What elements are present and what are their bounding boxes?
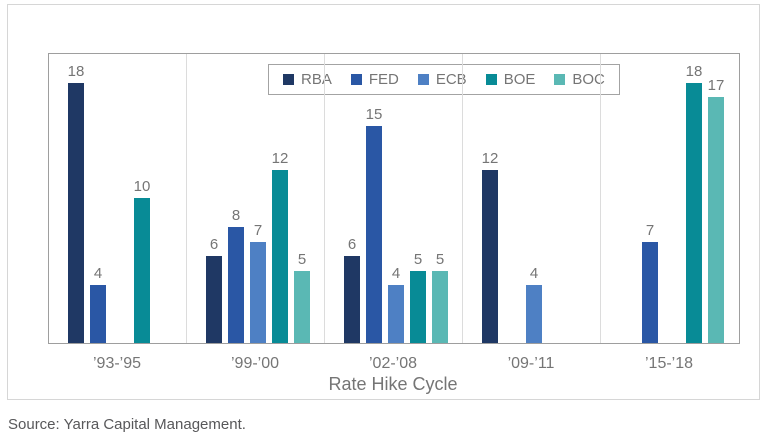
value-label: 17 (707, 77, 725, 94)
bar-rba-cat2 (344, 256, 360, 343)
legend-item-ecb: ECB (417, 71, 467, 88)
legend-label: BOC (572, 71, 605, 88)
bar-fed-cat0 (90, 285, 106, 343)
legend-swatch-icon (554, 74, 566, 85)
value-label: 7 (645, 222, 655, 239)
bar-fed-cat2 (366, 126, 382, 343)
value-label: 15 (365, 106, 383, 123)
bar-boe-cat0 (134, 198, 150, 343)
bar-boc-cat2 (432, 271, 448, 343)
bar-ecb-cat1 (250, 242, 266, 343)
bar-boc-cat1 (294, 271, 310, 343)
legend-item-fed: FED (350, 71, 399, 88)
x-axis-category-label: ’93-’95 (92, 355, 142, 372)
group-separator-gridline (324, 54, 325, 343)
plot-area: RBA FED ECB BOE BOC 18 6 6 12 4 8 15 7 7 4 4 10 12 5 18 5 5 1… (48, 53, 740, 344)
x-axis-category-label: ’15-’18 (644, 355, 694, 372)
value-label: 5 (297, 251, 307, 268)
legend-label: BOE (503, 71, 536, 88)
legend-swatch-icon (283, 74, 294, 85)
bar-ecb-cat3 (526, 285, 542, 343)
value-label: 12 (271, 150, 289, 167)
value-label: 6 (209, 236, 219, 253)
value-label: 4 (529, 265, 539, 282)
bar-ecb-cat2 (388, 285, 404, 343)
value-label: 5 (413, 251, 423, 268)
legend: RBA FED ECB BOE BOC (268, 64, 620, 95)
value-label: 18 (685, 63, 703, 80)
value-label: 10 (133, 178, 151, 195)
bar-boe-cat1 (272, 170, 288, 343)
value-label: 5 (435, 251, 445, 268)
x-axis-category-label: ’02-’08 (368, 355, 418, 372)
bar-fed-cat1 (228, 227, 244, 343)
value-label: 4 (391, 265, 401, 282)
legend-label: RBA (301, 71, 332, 88)
x-axis-category-label: ’09-’11 (507, 355, 555, 372)
bar-boe-cat4 (686, 83, 702, 343)
legend-swatch-icon (485, 74, 497, 85)
bar-fed-cat4 (642, 242, 658, 343)
value-label: 12 (481, 150, 499, 167)
legend-label: FED (368, 71, 399, 88)
bar-boc-cat4 (708, 97, 724, 343)
group-separator-gridline (600, 54, 601, 343)
bar-boe-cat2 (410, 271, 426, 343)
source-note: Source: Yarra Capital Management. (8, 416, 246, 433)
value-label: 8 (231, 207, 241, 224)
value-label: 6 (347, 236, 357, 253)
bar-rba-cat0 (68, 83, 84, 343)
group-separator-gridline (186, 54, 187, 343)
value-label: 18 (67, 63, 85, 80)
bar-rba-cat1 (206, 256, 222, 343)
legend-item-boc: BOC (554, 72, 605, 87)
value-label: 7 (253, 222, 263, 239)
value-label: 4 (93, 265, 103, 282)
legend-label: ECB (435, 71, 467, 88)
group-separator-gridline (462, 54, 463, 343)
chart-card: RBA FED ECB BOE BOC 18 6 6 12 4 8 15 7 7 4 4 10 12 5 18 5 5 1… (7, 4, 760, 400)
x-axis-title: Rate Hike Cycle (328, 374, 458, 394)
legend-swatch-icon (417, 74, 429, 85)
legend-swatch-icon (350, 74, 362, 85)
legend-item-boe: BOE (485, 71, 536, 88)
bar-rba-cat3 (482, 170, 498, 343)
x-axis-category-label: ’99-’00 (230, 355, 280, 372)
